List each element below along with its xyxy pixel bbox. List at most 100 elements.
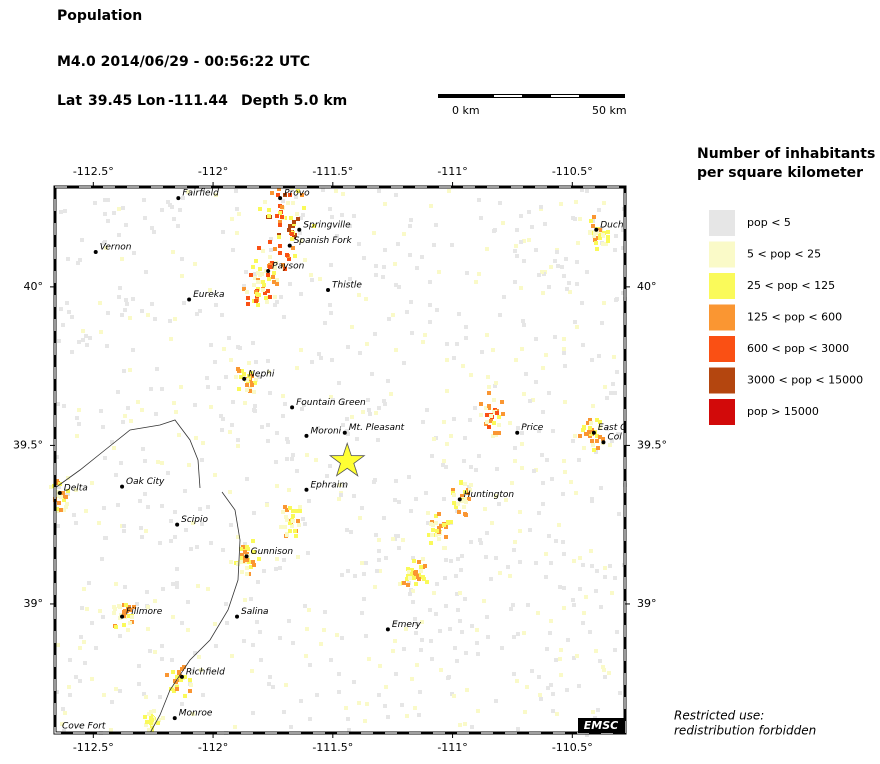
- pop-cell: [59, 307, 63, 311]
- pop-cell: [592, 230, 596, 234]
- pop-cell: [576, 241, 580, 245]
- pop-cell: [172, 401, 176, 405]
- pop-cell: [308, 717, 312, 721]
- pop-cell: [161, 587, 165, 591]
- pop-cell: [146, 505, 150, 509]
- pop-cell: [291, 201, 295, 205]
- pop-cell: [267, 682, 271, 686]
- pop-cell: [443, 546, 447, 550]
- pop-cell: [173, 317, 177, 321]
- pop-cell: [423, 333, 427, 337]
- pop-cell: [90, 481, 94, 485]
- pop-cell: [468, 418, 472, 422]
- pop-cell: [589, 421, 593, 425]
- pop-cell: [144, 270, 148, 274]
- pop-cell: [282, 710, 286, 714]
- pop-cell: [315, 693, 319, 697]
- pop-cell: [67, 310, 71, 314]
- lon-tick-label: -112°: [198, 741, 228, 754]
- pop-cell: [275, 282, 279, 286]
- pop-cell: [615, 297, 619, 301]
- pop-cell: [598, 420, 602, 424]
- pop-cell: [269, 248, 273, 252]
- pop-cell: [305, 453, 309, 457]
- pop-cell: [278, 211, 282, 215]
- pop-cell: [394, 193, 398, 197]
- pop-cell: [99, 409, 103, 413]
- pop-cell: [65, 301, 69, 305]
- pop-cell: [288, 282, 292, 286]
- pop-cell: [153, 317, 157, 321]
- pop-cell: [409, 300, 413, 304]
- pop-cell: [64, 495, 68, 499]
- pop-cell: [516, 632, 520, 636]
- pop-cell: [494, 699, 498, 703]
- pop-cell: [319, 642, 323, 646]
- pop-cell: [246, 302, 250, 306]
- pop-cell: [285, 253, 289, 257]
- pop-cell: [235, 231, 239, 235]
- pop-cell: [300, 407, 304, 411]
- pop-cell: [237, 369, 241, 373]
- pop-cell: [291, 519, 295, 523]
- pop-cell: [449, 434, 453, 438]
- pop-cell: [592, 215, 596, 219]
- pop-cell: [293, 529, 297, 533]
- pop-cell: [63, 711, 67, 715]
- pop-cell: [554, 539, 558, 543]
- pop-cell: [138, 499, 142, 503]
- pop-cell: [522, 631, 526, 635]
- pop-cell: [391, 649, 395, 653]
- pop-cell: [413, 706, 417, 710]
- pop-cell: [268, 255, 272, 259]
- pop-cell: [360, 611, 364, 615]
- pop-cell: [373, 332, 377, 336]
- pop-cell: [408, 592, 412, 596]
- pop-cell: [412, 576, 416, 580]
- pop-cell: [279, 525, 283, 529]
- pop-cell: [527, 210, 531, 214]
- pop-cell: [512, 672, 516, 676]
- pop-cell: [345, 528, 349, 532]
- pop-cell: [329, 658, 333, 662]
- pop-cell: [591, 710, 595, 714]
- pop-cell: [487, 404, 491, 408]
- pop-cell: [68, 658, 72, 662]
- pop-cell: [377, 558, 381, 562]
- pop-cell: [173, 535, 177, 539]
- pop-cell: [595, 230, 599, 234]
- pop-cell: [434, 514, 438, 518]
- pop-cell: [484, 406, 488, 410]
- pop-cell: [588, 231, 592, 235]
- pop-cell: [126, 614, 130, 618]
- pop-cell: [156, 721, 160, 725]
- pop-cell: [340, 636, 344, 640]
- lat-tick-label: 39°: [637, 597, 657, 610]
- pop-cell: [540, 453, 544, 457]
- town-dot: [93, 250, 98, 254]
- pop-cell: [295, 212, 299, 216]
- pop-cell: [292, 220, 296, 224]
- pop-cell: [415, 622, 419, 626]
- pop-cell: [234, 189, 238, 193]
- pop-cell: [445, 442, 449, 446]
- pop-cell: [160, 387, 164, 391]
- town-dot: [57, 490, 62, 495]
- pop-cell: [282, 558, 286, 562]
- pop-cell: [62, 498, 66, 502]
- pop-cell: [158, 541, 162, 545]
- pop-cell: [610, 439, 614, 443]
- pop-cell: [272, 280, 276, 284]
- pop-cell: [104, 536, 108, 540]
- pop-cell: [236, 444, 240, 448]
- pop-cell: [78, 679, 82, 683]
- pop-cell: [434, 533, 438, 537]
- pop-cell: [364, 297, 368, 301]
- pop-cell: [103, 198, 107, 202]
- pop-cell: [475, 628, 479, 632]
- pop-cell: [287, 228, 291, 232]
- pop-cell: [377, 406, 381, 410]
- pop-cell: [489, 577, 493, 581]
- pop-cell: [240, 570, 244, 574]
